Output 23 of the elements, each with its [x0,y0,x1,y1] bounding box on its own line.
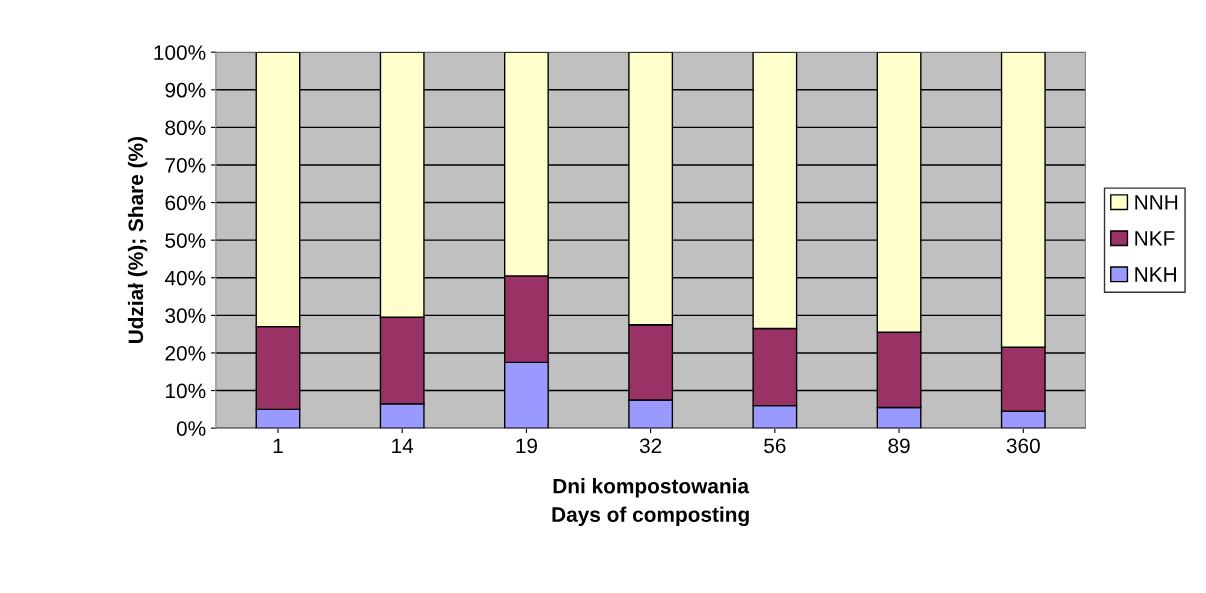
x-tick-label: 1 [273,438,283,453]
x-axis-title: Dni kompostowania Days of composting [552,478,750,527]
legend-label: NKF [1135,231,1175,246]
y-tick-label: 80% [165,120,206,136]
y-tick-label: 30% [165,308,206,324]
y-tick-label: 40% [164,270,206,286]
legend-label: NKH [1135,267,1176,282]
y-tick-label: 90% [165,82,206,98]
x-tick-label: 19 [516,438,538,454]
y-axis-title: Udział (%); Share (%) [127,137,148,344]
legend-label: NNH [1135,195,1178,210]
y-tick-label: 50% [165,233,206,248]
y-tick-label: 20% [165,345,206,361]
y-tick-label: 60% [165,195,206,211]
x-tick-label: 14 [392,438,414,453]
y-tick-label: 10% [166,383,206,399]
x-tick-label: 360 [1006,438,1040,454]
x-tick-label: 32 [639,438,662,454]
x-tick-label: 56 [764,438,786,454]
x-tick-label: 89 [888,438,910,454]
y-tick-label: 0% [176,421,206,436]
y-tick-label: 100% [154,45,206,60]
y-tick-label: 70% [165,157,206,173]
